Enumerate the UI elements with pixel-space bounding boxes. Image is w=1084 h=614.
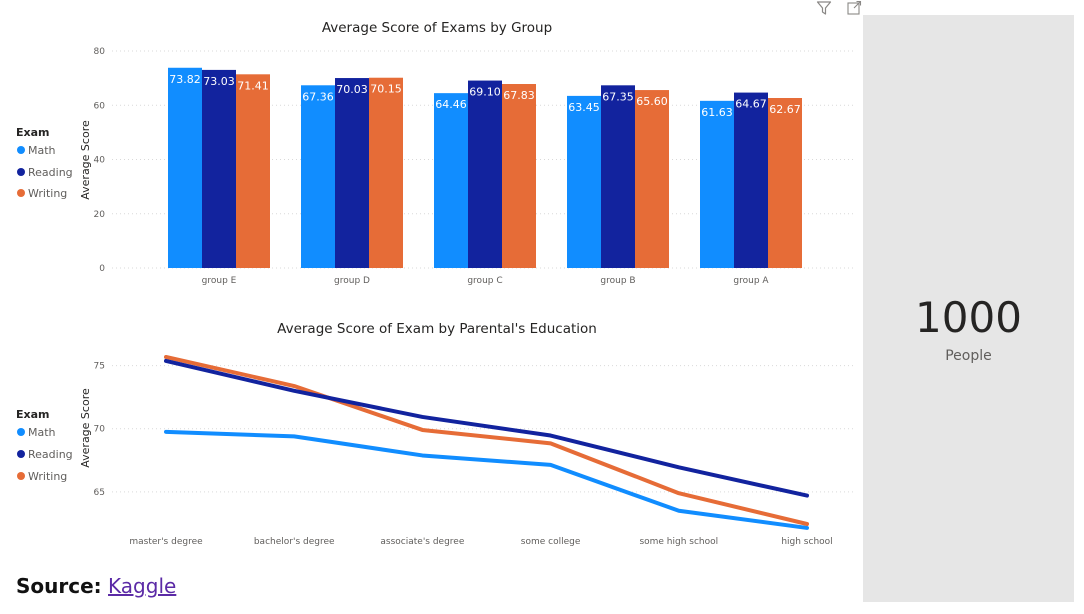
bar-x-tick-label: group B xyxy=(600,276,635,286)
bar-chart-y-ticks: 0 20 40 60 80 xyxy=(94,47,106,274)
bar-x-tick-label: group C xyxy=(467,276,502,286)
bar-data-label: 63.45 xyxy=(568,101,600,114)
card-value: 1000 xyxy=(915,293,1022,342)
line-chart-legend-title: Exam xyxy=(16,408,50,421)
bar-math-group-e[interactable] xyxy=(168,67,202,269)
bar-writing-group-a[interactable] xyxy=(768,98,802,268)
bar-chart-legend-title: Exam xyxy=(16,126,50,139)
bar-legend-reading-marker xyxy=(17,168,25,176)
bar-y-tick-label: 20 xyxy=(94,210,106,220)
bar-data-label: 61.63 xyxy=(701,106,733,119)
people-count-card: 1000 People xyxy=(863,15,1074,602)
bar-chart: Average Score of Exams by Group Average … xyxy=(16,20,856,286)
bar-reading-group-e[interactable] xyxy=(202,69,236,268)
focus-mode-icon[interactable] xyxy=(846,0,862,16)
card-label: People xyxy=(945,348,992,364)
bar-data-label: 73.03 xyxy=(203,75,235,88)
line-x-tick-label: some high school xyxy=(639,537,718,547)
bar-data-label: 70.15 xyxy=(370,83,402,96)
line-chart-title: Average Score of Exam by Parental's Educ… xyxy=(277,321,597,337)
line-x-tick-label: master's degree xyxy=(129,537,203,547)
bar-y-tick-label: 60 xyxy=(94,101,106,111)
line-chart-gridlines xyxy=(112,365,856,493)
bar-x-tick-label: group A xyxy=(733,276,769,286)
line-y-tick-label: 75 xyxy=(94,362,105,372)
line-legend-math-label[interactable]: Math xyxy=(28,426,56,439)
bar-reading-group-a[interactable] xyxy=(734,92,768,268)
bar-reading-group-b[interactable] xyxy=(601,85,635,268)
bar-legend-math-marker xyxy=(17,146,25,154)
line-chart-x-ticks: master's degree bachelor's degree associat… xyxy=(129,537,832,547)
bar-math-group-b[interactable] xyxy=(567,95,601,268)
line-legend-writing-marker xyxy=(17,472,25,480)
line-legend-math-marker xyxy=(17,428,25,436)
bar-data-label: 67.35 xyxy=(602,90,634,103)
bar-data-label: 71.41 xyxy=(237,79,269,92)
bar-x-tick-label: group D xyxy=(334,276,370,286)
line-legend-writing-label[interactable]: Writing xyxy=(28,470,67,483)
line-series-writing[interactable] xyxy=(164,354,809,527)
bar-y-tick-label: 40 xyxy=(94,156,106,166)
bar-reading-group-d[interactable] xyxy=(335,78,369,268)
bar-legend-reading-label[interactable]: Reading xyxy=(28,166,73,179)
line-chart-y-ticks: 65 70 75 xyxy=(94,362,106,498)
bar-chart-title: Average Score of Exams by Group xyxy=(322,20,552,36)
bar-writing-group-c[interactable] xyxy=(502,84,536,268)
bar-chart-bars xyxy=(168,67,802,269)
line-y-tick-label: 65 xyxy=(94,488,105,498)
line-chart-y-axis-title: Average Score xyxy=(79,388,92,468)
bar-y-tick-label: 80 xyxy=(94,47,106,57)
bar-chart-y-axis-title: Average Score xyxy=(79,120,92,200)
line-legend-reading-label[interactable]: Reading xyxy=(28,448,73,461)
bar-math-group-c[interactable] xyxy=(434,93,468,268)
bar-data-label: 64.46 xyxy=(435,98,467,111)
bar-legend-math-label[interactable]: Math xyxy=(28,144,56,157)
line-series-math[interactable] xyxy=(164,429,809,530)
visual-header xyxy=(816,0,862,16)
bar-y-tick-label: 0 xyxy=(99,264,105,274)
source-footer: Source: Kaggle xyxy=(16,574,176,598)
source-label: Source: xyxy=(16,574,102,598)
line-x-tick-label: some college xyxy=(521,537,581,547)
bar-legend-writing-marker xyxy=(17,189,25,197)
bar-legend-writing-label[interactable]: Writing xyxy=(28,187,67,200)
line-x-tick-label: high school xyxy=(781,537,832,547)
bar-data-label: 70.03 xyxy=(336,83,368,96)
source-link[interactable]: Kaggle xyxy=(108,574,177,598)
line-y-tick-label: 70 xyxy=(94,425,106,435)
bar-data-label: 64.67 xyxy=(735,98,767,111)
line-chart: Average Score of Exam by Parental's Educ… xyxy=(16,321,856,547)
line-x-tick-label: bachelor's degree xyxy=(254,537,335,547)
bar-writing-group-e[interactable] xyxy=(236,74,270,268)
bar-x-tick-label: group E xyxy=(202,276,237,286)
line-chart-series xyxy=(164,354,809,530)
bar-data-label: 62.67 xyxy=(769,103,801,116)
bar-data-label: 67.83 xyxy=(503,89,535,102)
bar-reading-group-c[interactable] xyxy=(468,80,502,268)
bar-data-label: 67.36 xyxy=(302,90,334,103)
bar-math-group-a[interactable] xyxy=(700,100,734,268)
bar-writing-group-b[interactable] xyxy=(635,90,669,268)
bar-math-group-d[interactable] xyxy=(301,85,335,268)
line-series-reading[interactable] xyxy=(164,358,809,498)
line-legend-reading-marker xyxy=(17,450,25,458)
bar-data-label: 65.60 xyxy=(636,95,668,108)
line-x-tick-label: associate's degree xyxy=(380,537,464,547)
bar-chart-x-ticks: group E group D group C group B group A xyxy=(202,276,770,286)
bar-data-label: 69.10 xyxy=(469,86,501,99)
bar-writing-group-d[interactable] xyxy=(369,77,403,268)
filter-icon[interactable] xyxy=(816,0,832,16)
bar-data-label: 73.82 xyxy=(169,73,201,86)
